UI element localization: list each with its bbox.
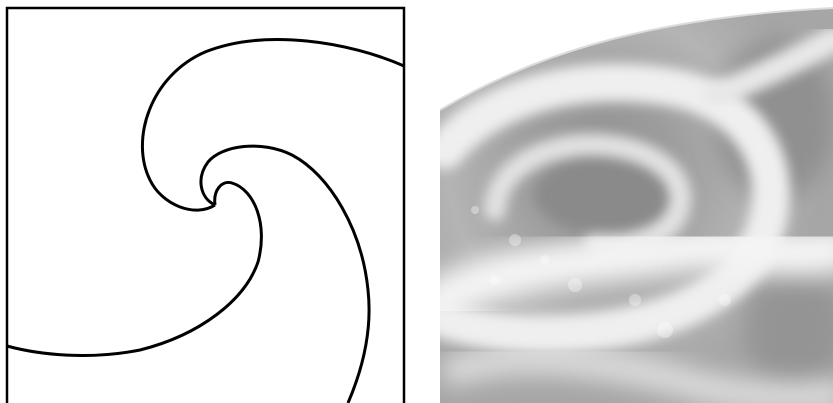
spiral-schematic bbox=[5, 6, 406, 403]
cloud-band-tail bbox=[702, 27, 833, 108]
spiral-arm-inner-bottom bbox=[6, 180, 263, 357]
cloud-band-south bbox=[440, 224, 833, 323]
satellite-cloud-image bbox=[439, 7, 833, 403]
spiral-schematic-panel bbox=[0, 0, 410, 403]
earth-limb bbox=[439, 7, 833, 111]
cyclone-center-dark bbox=[535, 157, 675, 233]
spiral-arm-outer-top bbox=[141, 38, 405, 212]
earth-disk bbox=[440, 8, 833, 403]
spiral-eye-hook bbox=[199, 144, 371, 403]
satellite-cloud-image-panel bbox=[435, 0, 833, 403]
cloud-band-outer bbox=[440, 63, 791, 354]
schematic-frame bbox=[5, 6, 406, 403]
